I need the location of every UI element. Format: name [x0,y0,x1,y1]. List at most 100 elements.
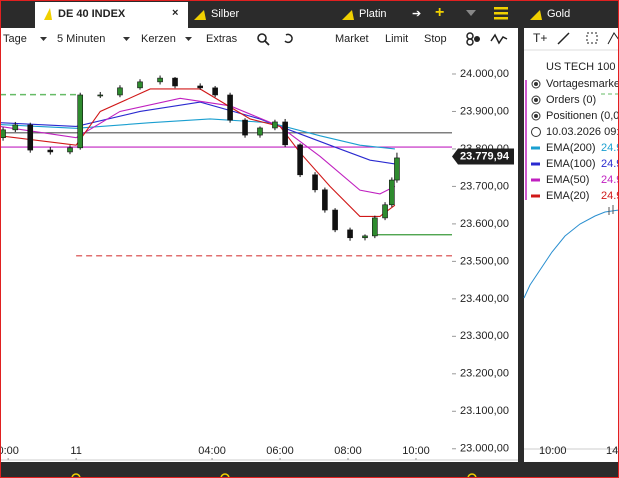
panel-item: 10.03.2026 09: [546,126,619,138]
panel-divider [518,28,524,478]
add-button[interactable]: + [435,4,444,21]
undo-button[interactable] [284,33,293,44]
arrow-button[interactable]: ➔ [412,8,421,20]
candle-body [257,127,263,136]
text-tool[interactable]: T+ [533,31,547,45]
y-tick-label: 23.700,00 [460,180,509,192]
candle-body [372,217,378,237]
y-tick-label: 23.400,00 [460,293,509,305]
style-select[interactable]: Kerzen [141,33,176,45]
candle-body [322,189,328,211]
legend-label: EMA(20) [546,190,589,202]
candle-body [382,204,388,219]
legend-swatch [531,162,540,166]
y-tick-label: 23.100,00 [460,405,509,417]
tab-icon [342,10,354,20]
bullet [534,98,538,102]
interval-select[interactable]: 5 Minuten [57,33,105,45]
axes: 24.000,0023.900,0023.800,0023.700,0023.6… [0,68,514,460]
x-tick-label: 10:00 [402,445,430,457]
bullet [534,82,538,86]
settings-button[interactable] [466,32,480,46]
ema-line [0,101,395,165]
toolbar [0,28,518,50]
tab-icon [530,10,542,20]
candle-body [77,94,84,149]
candle-body [389,179,395,206]
candle-body [394,157,400,181]
x-tick-label: 08:00 [334,445,362,457]
candle-body [0,129,6,138]
plot-area [0,75,452,257]
legend-label: EMA(100) [546,158,596,170]
dropdown [40,37,47,41]
market-button[interactable]: Market [335,33,369,45]
period-select[interactable]: Tage [3,33,27,45]
x-tick-label: 14 [606,445,618,457]
zoom-button[interactable] [257,33,270,46]
tab-icon [194,10,206,20]
candle-body [137,81,143,89]
candle-body [97,94,104,97]
dropdown[interactable] [466,10,476,16]
candle-body [227,94,233,121]
legend-swatch [531,178,540,182]
candle-body [117,87,123,96]
tab-label[interactable]: Platin [359,8,387,20]
scroll-handle[interactable] [71,473,81,478]
candle-body [47,149,54,153]
legend-value: 24.9 [601,142,619,154]
legend: US TECH 100 Vortagesmarke Orders (0) Positi… [531,61,619,202]
dropdown [123,37,130,41]
status-bar [0,462,619,478]
candle-body [282,121,288,146]
y-tick-label: 23.200,00 [460,368,509,380]
scroll-handle[interactable] [467,473,477,478]
panel-item: Vortagesmarke [546,78,619,90]
candle-body [197,85,203,89]
menu-button[interactable] [494,7,508,20]
clock-icon [531,127,541,137]
line-tool[interactable] [557,32,570,45]
close-tab[interactable]: × [172,7,178,19]
panel-item: Positionen (0,0 [546,110,619,122]
legend-value: 24.90 [601,174,619,186]
scroll-handle[interactable] [220,473,230,478]
ema-line [0,88,396,217]
x-tick-label: 11 [70,445,81,457]
extras-menu[interactable]: Extras [206,33,238,45]
candle-body [272,121,278,129]
panel-item: Orders (0) [546,94,596,106]
candle-body [27,124,34,151]
indicator-button[interactable] [490,33,508,45]
stop-button[interactable]: Stop [424,33,447,45]
candle-body [172,77,178,87]
candle-body [157,77,163,83]
y-tick-label: 23.600,00 [460,218,509,230]
x-tick-label: 10:00 [539,445,567,457]
tab-label[interactable]: Silber [211,8,239,20]
legend-value: 24.9 [601,158,619,170]
y-tick-label: 24.000,00 [460,68,509,80]
candle-body [67,147,73,153]
y-tick-label: 23.900,00 [460,105,509,117]
candle-body [362,235,368,239]
fib-tool[interactable] [586,32,598,44]
limit-button[interactable]: Limit [385,33,408,45]
price-tag [452,148,514,165]
active-tab[interactable] [35,2,188,28]
candle-body [242,119,248,136]
price-tag-label: 23.779,94 [460,150,510,162]
candle-body [12,124,19,131]
pattern-tool[interactable] [607,32,619,45]
tab-label[interactable]: DE 40 INDEX [58,8,126,20]
panel-title: US TECH 100 [546,61,616,73]
mini-price-line [523,209,619,299]
candle-body [212,87,218,96]
bullet [534,114,538,118]
y-tick-label: 23.500,00 [460,255,509,267]
tab-label[interactable]: Gold [547,8,570,20]
